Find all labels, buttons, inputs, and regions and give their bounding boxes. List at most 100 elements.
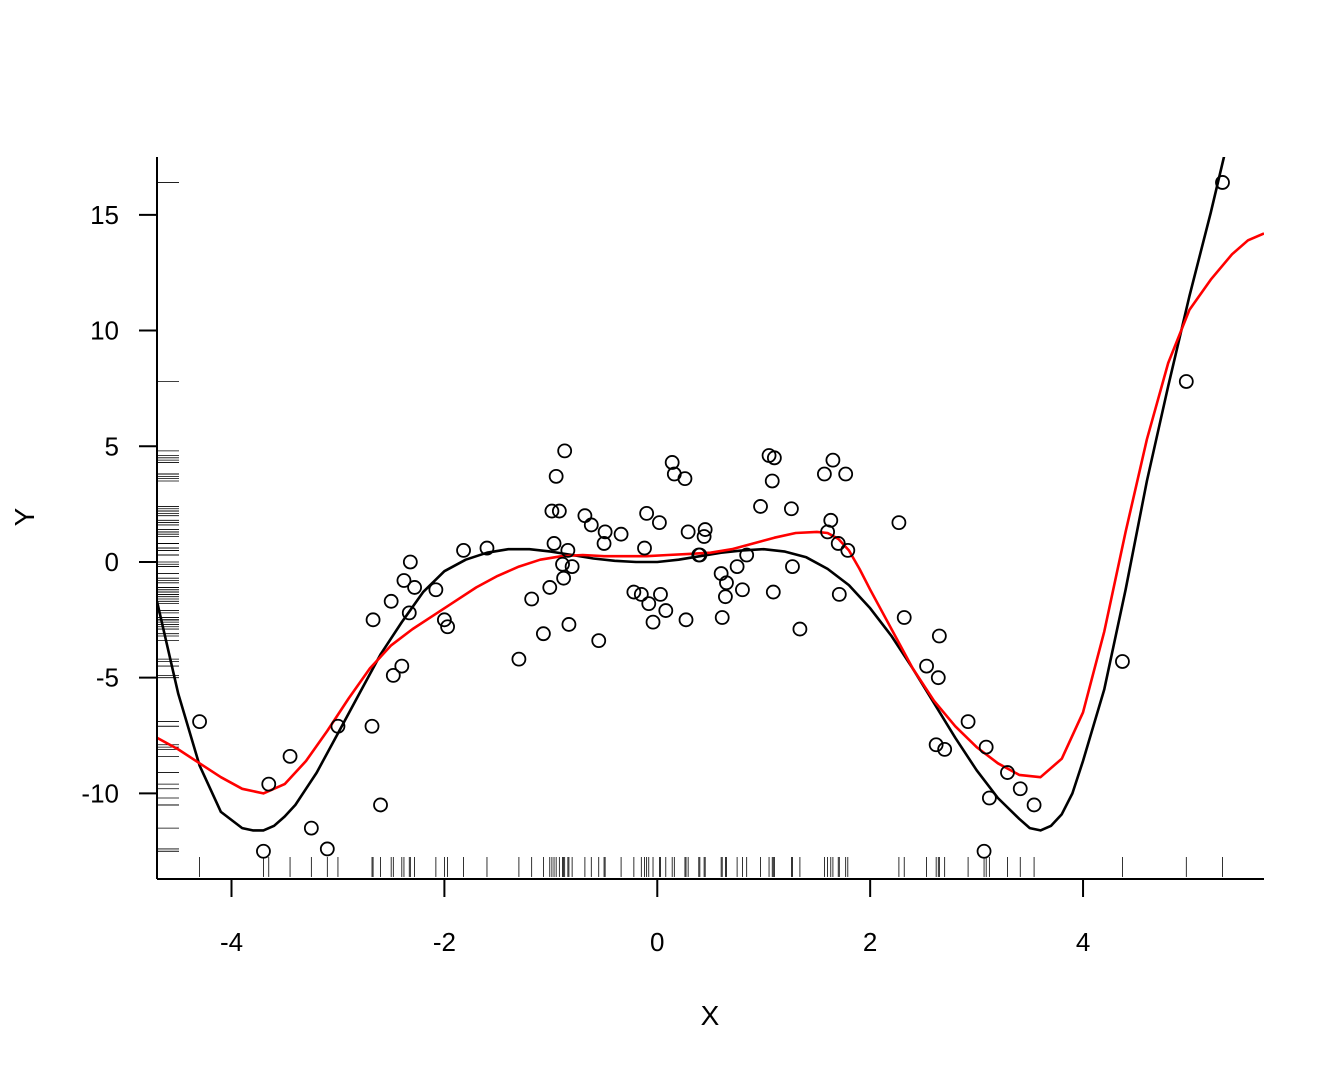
data-points <box>192 175 1230 859</box>
data-point <box>364 718 380 734</box>
data-point <box>613 526 629 542</box>
data-point <box>831 586 847 602</box>
data-point <box>783 501 799 517</box>
data-point <box>402 554 418 570</box>
data-point <box>645 614 661 630</box>
x-axis-title: X <box>701 1000 720 1031</box>
y-tick-label: -5 <box>96 663 119 693</box>
data-point <box>830 536 846 551</box>
data-point <box>840 542 856 558</box>
data-point <box>1000 765 1015 780</box>
y-tick-label: -10 <box>81 778 119 808</box>
x-tick-label: -2 <box>433 927 456 957</box>
x-tick-label: 4 <box>1076 927 1090 957</box>
data-point <box>718 589 733 605</box>
data-point <box>1215 175 1230 190</box>
data-point <box>428 582 444 598</box>
data-point <box>792 621 808 637</box>
data-point <box>524 591 540 607</box>
data-point <box>396 573 412 588</box>
data-point <box>591 633 607 649</box>
data-point <box>653 586 668 602</box>
data-point <box>456 542 471 558</box>
y-axis: -10 -5 0 5 10 15 <box>81 157 158 879</box>
data-point <box>825 452 841 468</box>
data-point <box>919 658 934 674</box>
data-point <box>891 515 907 531</box>
data-point <box>764 473 780 489</box>
data-point <box>583 517 599 533</box>
data-point <box>1026 797 1042 813</box>
data-point <box>937 742 953 757</box>
data-point <box>639 505 655 521</box>
data-point <box>838 466 854 482</box>
data-point <box>546 536 562 551</box>
data-point <box>765 584 781 600</box>
data-point <box>557 443 573 459</box>
data-point <box>511 651 527 667</box>
data-point <box>677 471 693 487</box>
fitted-curve-line <box>157 232 1264 795</box>
fitted-curve <box>157 232 1264 795</box>
data-point <box>385 667 401 683</box>
x-tick-label: -4 <box>220 927 243 957</box>
data-point <box>556 570 572 586</box>
data-point <box>633 586 649 602</box>
data-point <box>739 547 755 563</box>
data-point <box>816 466 832 482</box>
data-point <box>680 524 696 540</box>
data-point <box>577 508 593 524</box>
data-point <box>696 529 712 544</box>
y-tick-label: 5 <box>105 431 119 461</box>
data-point <box>597 524 613 540</box>
data-point <box>735 582 750 598</box>
data-point <box>548 468 564 484</box>
data-point <box>658 603 674 618</box>
x-axis: -4 -2 0 2 4 <box>157 878 1264 957</box>
data-point <box>981 790 997 806</box>
data-point <box>729 559 745 574</box>
data-point <box>561 617 577 632</box>
data-point <box>535 626 551 642</box>
data-point <box>192 714 207 730</box>
y-tick-label: 10 <box>90 316 119 346</box>
data-point <box>401 605 417 621</box>
data-point <box>440 619 455 635</box>
data-point <box>692 547 708 563</box>
data-point <box>564 559 580 574</box>
data-point <box>785 559 800 574</box>
data-point <box>641 596 657 612</box>
data-point <box>330 718 346 734</box>
data-point <box>261 776 277 792</box>
data-point <box>664 455 680 470</box>
data-point <box>719 575 734 591</box>
rug-x <box>199 857 1223 877</box>
data-point <box>753 499 768 514</box>
data-point <box>930 670 946 686</box>
data-point <box>365 612 381 628</box>
data-point <box>637 540 652 556</box>
data-point <box>282 748 298 764</box>
data-point <box>256 843 271 859</box>
data-point <box>436 612 452 628</box>
data-point <box>976 843 992 859</box>
data-point <box>560 542 576 558</box>
data-point <box>896 610 912 625</box>
data-point <box>978 739 994 755</box>
data-point <box>697 522 713 537</box>
data-point <box>544 503 560 519</box>
x-tick-label: 2 <box>863 927 877 957</box>
y-axis-title: Y <box>9 507 40 526</box>
data-point <box>823 512 839 528</box>
rug-y <box>158 182 179 852</box>
data-point <box>626 584 642 600</box>
data-point <box>551 503 567 519</box>
data-point <box>931 628 947 644</box>
data-point <box>407 580 422 595</box>
data-point <box>319 841 335 857</box>
data-point <box>960 714 976 730</box>
data-point <box>542 580 558 595</box>
data-point <box>766 450 782 466</box>
data-point <box>394 658 410 674</box>
